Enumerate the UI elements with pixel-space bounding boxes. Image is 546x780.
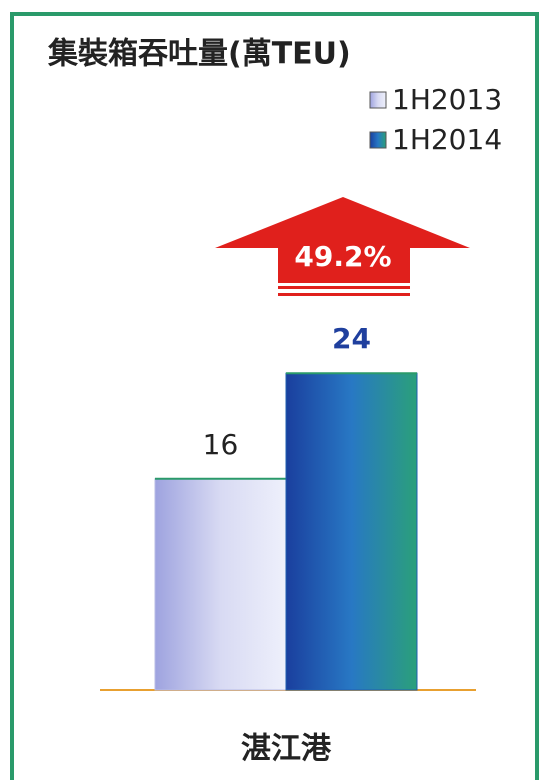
growth-arrow (215, 197, 470, 296)
legend-label: 1H2013 (392, 83, 502, 116)
data-label: 16 (203, 428, 239, 461)
bar (154, 478, 287, 691)
frame (10, 12, 539, 780)
legend-swatch (369, 131, 387, 149)
data-label: 24 (332, 322, 371, 355)
x-tick-label: 湛江港 (241, 732, 332, 767)
bar (285, 372, 418, 691)
legend-label: 1H2014 (392, 123, 502, 156)
annotation: 49.2% (294, 240, 391, 273)
legend-swatch (369, 91, 387, 109)
chart-title: 集裝箱吞吐量(萬TEU) (47, 37, 351, 72)
